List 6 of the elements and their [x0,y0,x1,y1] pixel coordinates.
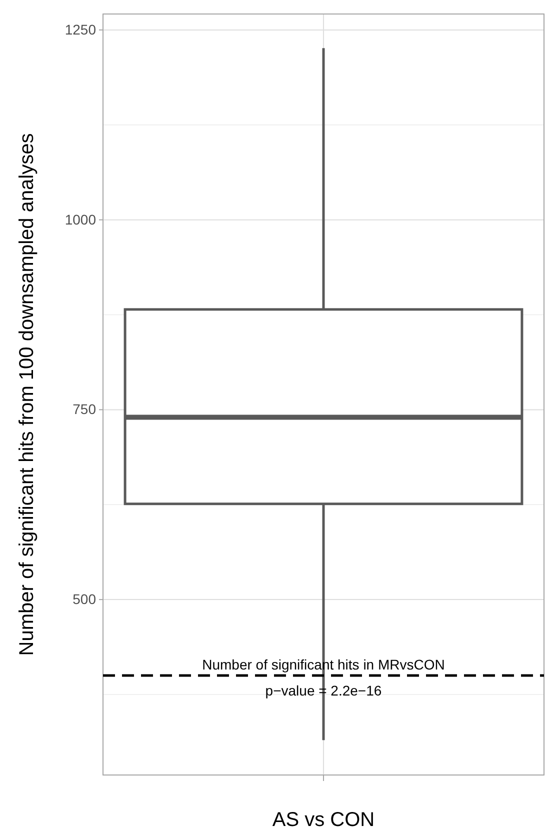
y-tick-label: 750 [72,401,96,418]
y-tick-label: 1250 [64,21,96,38]
y-axis-title: Number of significant hits from 100 downsampled analyses [16,133,38,656]
y-tick-label: 500 [72,591,96,608]
x-axis-title: AS vs CON [272,809,375,831]
y-tick-label: 1000 [64,211,96,228]
